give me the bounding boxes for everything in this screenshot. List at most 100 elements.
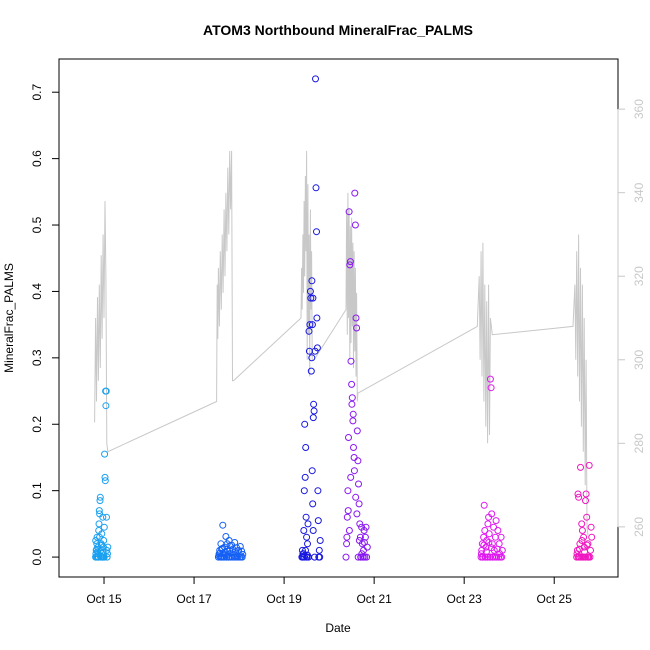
data-point [582, 490, 590, 498]
data-point [101, 473, 109, 481]
y2-tick-label: 260 [632, 517, 646, 537]
y-tick-label: 0.5 [30, 216, 44, 233]
y-tick-label: 0.0 [30, 548, 44, 565]
y-tick-label: 0.6 [30, 150, 44, 167]
data-point [347, 473, 355, 481]
data-point [579, 553, 587, 561]
data-point [489, 553, 497, 561]
data-point [104, 543, 112, 551]
data-point [307, 367, 315, 375]
y-tick-label: 0.3 [30, 349, 44, 366]
data-point [96, 497, 104, 505]
plot-area-frame [58, 58, 619, 578]
data-point [298, 546, 306, 554]
data-point [350, 467, 358, 475]
data-point [480, 501, 488, 509]
data-point [99, 548, 107, 556]
data-point [360, 539, 368, 546]
data-point [309, 527, 317, 534]
data-point [582, 497, 589, 505]
x-tick-label: Oct 17 [176, 592, 212, 606]
data-point [312, 184, 320, 192]
y2-tick-label: 300 [632, 349, 646, 369]
data-point [349, 417, 357, 425]
data-point [484, 553, 492, 561]
data-point [492, 517, 500, 525]
data-point [352, 314, 360, 322]
data-point [481, 527, 489, 534]
y-tick-label: 0.2 [30, 416, 44, 433]
y-tick-label: 0.7 [30, 84, 44, 101]
data-point [98, 553, 106, 561]
data-point [356, 520, 364, 528]
data-point [93, 540, 101, 548]
data-point [310, 400, 318, 408]
data-point [308, 354, 316, 362]
data-point [585, 461, 593, 469]
data-point [103, 513, 110, 521]
data-point [99, 513, 107, 521]
data-point [303, 533, 311, 541]
data-point [101, 450, 109, 458]
data-point [343, 533, 351, 541]
data-point [313, 344, 321, 352]
data-point [583, 541, 591, 549]
data-point [311, 553, 319, 561]
data-point [346, 258, 354, 266]
data-point [303, 551, 311, 559]
data-point [343, 540, 351, 548]
data-point [487, 384, 495, 392]
secondary-series-layer [94, 150, 589, 536]
data-point [239, 550, 247, 558]
data-point [479, 553, 487, 561]
data-point [495, 540, 503, 548]
data-point [96, 533, 103, 541]
data-point [309, 500, 317, 508]
x-axis-label: Date [325, 621, 351, 635]
data-point [582, 553, 590, 561]
y-axis-label: MineralFrac_PALMS [2, 263, 16, 373]
chart-title: ATOM3 Northbound MineralFrac_PALMS [203, 22, 473, 38]
data-point [100, 553, 108, 561]
data-point [349, 410, 357, 418]
x-tick-label: Oct 19 [266, 592, 302, 606]
y-tick-label: 0.1 [30, 482, 44, 499]
data-point [486, 375, 494, 383]
data-point [307, 294, 315, 302]
data-point [310, 407, 318, 415]
data-point [309, 414, 317, 422]
data-point [351, 221, 359, 229]
data-point [348, 380, 356, 388]
data-point [354, 457, 362, 465]
data-point [484, 520, 492, 528]
data-point [485, 530, 493, 538]
data-point [308, 467, 316, 475]
data-point [577, 553, 585, 561]
y2-tick-label: 280 [632, 433, 646, 453]
data-point [578, 527, 586, 534]
data-point [498, 546, 506, 554]
data-point [345, 208, 353, 216]
y2-tick-label: 320 [632, 266, 646, 286]
data-point [308, 277, 316, 285]
y2-tick-label: 340 [632, 182, 646, 202]
y2-tick-label: 360 [632, 99, 646, 119]
data-point [584, 553, 592, 561]
data-point [342, 553, 350, 561]
data-point [482, 548, 490, 556]
data-point [312, 75, 319, 83]
data-point [103, 553, 111, 561]
data-point [225, 553, 233, 561]
data-point [490, 523, 498, 531]
data-point [96, 493, 104, 501]
data-point [487, 544, 495, 552]
data-point [353, 427, 361, 435]
data-point [236, 543, 244, 550]
data-point [575, 493, 583, 501]
data-point [488, 540, 496, 548]
data-point [100, 523, 108, 531]
data-point [491, 533, 499, 541]
data-point [346, 261, 354, 269]
data-point [352, 493, 360, 501]
data-point [357, 553, 365, 561]
